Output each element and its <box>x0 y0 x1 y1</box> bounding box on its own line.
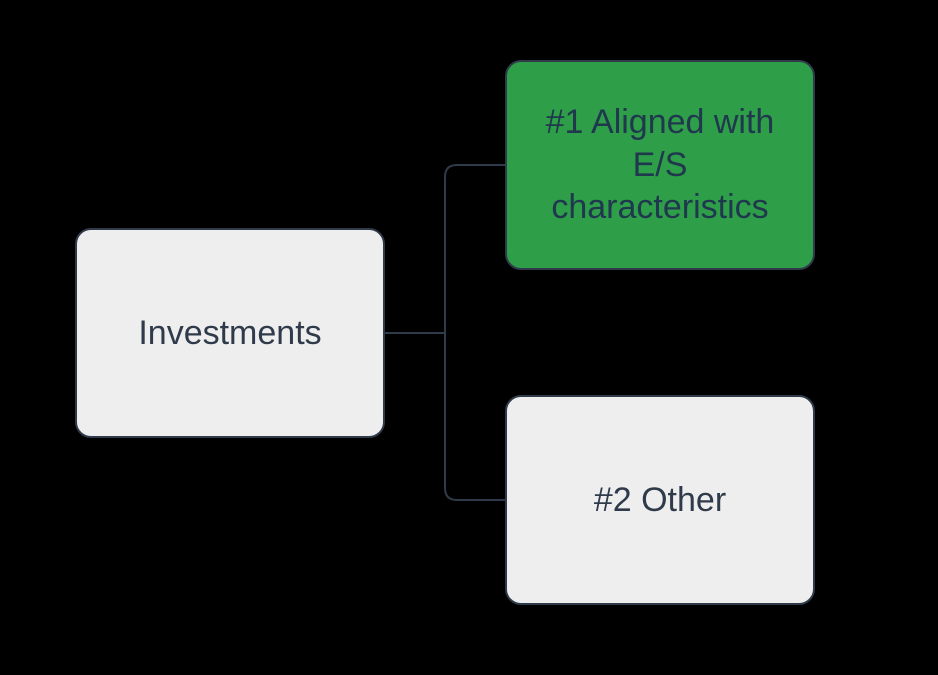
diagram-canvas: Investments #1 Aligned with E/S characte… <box>0 0 938 675</box>
node-other: #2 Other <box>505 395 815 605</box>
node-label: Investments <box>138 312 321 355</box>
node-label: #1 Aligned with E/S characteristics <box>525 101 795 229</box>
node-label: #2 Other <box>594 479 726 522</box>
node-investments: Investments <box>75 228 385 438</box>
node-aligned-es: #1 Aligned with E/S characteristics <box>505 60 815 270</box>
